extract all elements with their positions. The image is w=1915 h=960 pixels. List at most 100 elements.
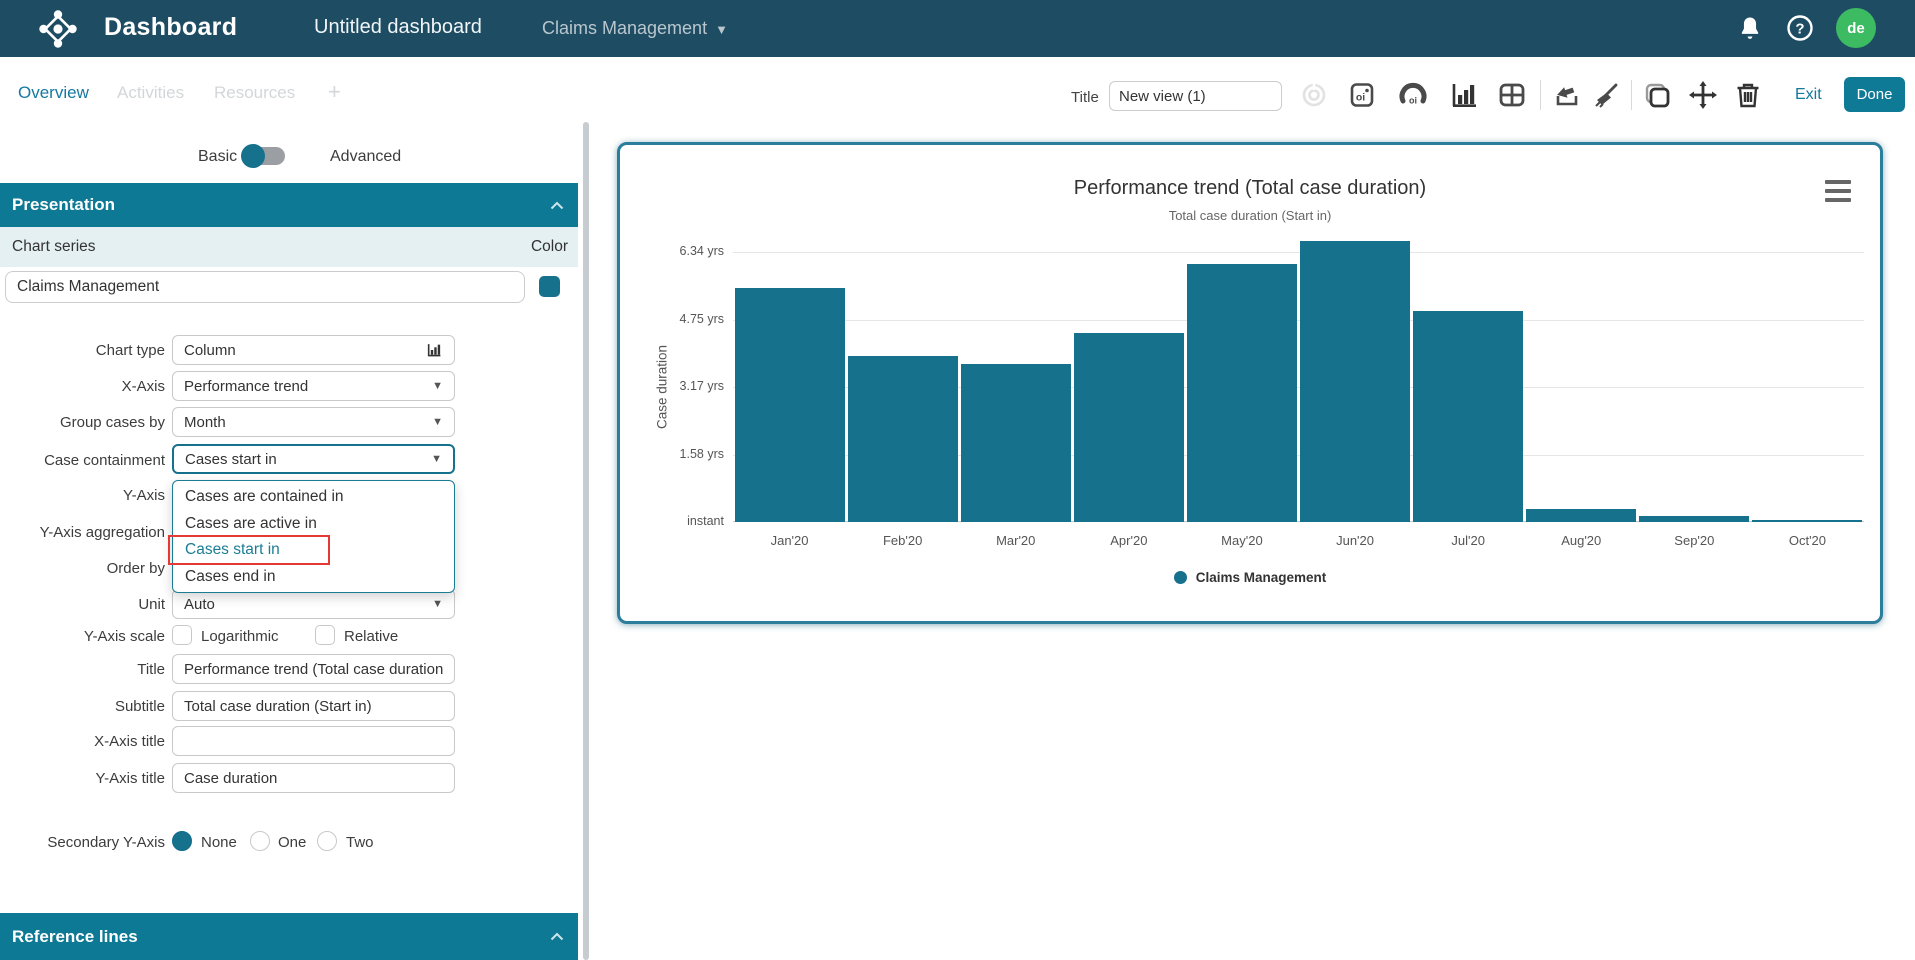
bell-icon[interactable] — [1736, 14, 1764, 42]
caret-down-icon: ▼ — [431, 453, 442, 465]
add-tab-button[interactable]: + — [328, 79, 341, 105]
dropdown-option-selected[interactable]: Cases start in — [173, 537, 454, 564]
dropdown-option[interactable]: Cases are contained in — [173, 484, 454, 511]
log-selector[interactable]: Claims Management▼ — [542, 18, 728, 39]
chart-type-select[interactable]: Column — [172, 335, 455, 365]
y-tick-label: 1.58 yrs — [624, 447, 724, 461]
bar-Mar'20[interactable] — [961, 364, 1071, 522]
secondary-y-axis-label: Secondary Y-Axis — [0, 834, 165, 851]
reference-lines-section-header[interactable]: Reference lines — [0, 913, 578, 960]
duplicate-icon[interactable] — [1640, 78, 1674, 112]
bar-Jan'20[interactable] — [735, 288, 845, 522]
y-axis-title-input[interactable] — [172, 763, 455, 793]
chart-type-label: Chart type — [0, 342, 165, 359]
bar-Oct'20[interactable] — [1752, 520, 1862, 522]
export-icon[interactable] — [1550, 78, 1584, 112]
bar-Jun'20[interactable] — [1300, 241, 1410, 522]
x-axis-select[interactable]: Performance trend▼ — [172, 371, 455, 401]
top-header: Dashboard Untitled dashboard Claims Mana… — [0, 0, 1915, 57]
done-button[interactable]: Done — [1844, 77, 1905, 112]
chart-view-panel[interactable]: Performance trend (Total case duration) … — [617, 142, 1883, 624]
legend-label[interactable]: Claims Management — [1196, 570, 1327, 585]
table-icon[interactable] — [1495, 78, 1529, 112]
dropdown-option[interactable]: Cases are active in — [173, 511, 454, 538]
bar-Aug'20[interactable] — [1526, 509, 1636, 522]
dashboard-name[interactable]: Untitled dashboard — [314, 16, 482, 39]
title-field-label: Title — [0, 661, 165, 678]
bar-Sep'20[interactable] — [1639, 516, 1749, 522]
tab-activities[interactable]: Activities — [117, 83, 184, 103]
secondary-none-radio[interactable] — [172, 831, 192, 851]
case-containment-select[interactable]: Cases start in▼ — [172, 444, 455, 474]
dropdown-option[interactable]: Cases end in — [173, 564, 454, 591]
advanced-label: Advanced — [330, 148, 401, 166]
x-tick-label: Oct'20 — [1751, 533, 1864, 548]
group-cases-by-select[interactable]: Month▼ — [172, 407, 455, 437]
view-title-input[interactable] — [1109, 81, 1282, 111]
bar-May'20[interactable] — [1187, 264, 1297, 522]
x-tick-label: Apr'20 — [1072, 533, 1185, 548]
y-axis-title-label: Y-Axis title — [0, 770, 165, 787]
column-chart-icon[interactable] — [1447, 78, 1481, 112]
chart-series-label: Chart series — [12, 238, 96, 256]
chart-series-row: Chart series Color — [0, 227, 578, 267]
column-chart-icon — [425, 342, 443, 358]
x-axis-title-label: X-Axis title — [0, 733, 165, 750]
logarithmic-checkbox[interactable] — [172, 625, 192, 645]
title-field-input[interactable] — [172, 654, 455, 684]
bar-Jul'20[interactable] — [1413, 311, 1523, 522]
caret-down-icon: ▼ — [432, 380, 443, 392]
chart-title: Performance trend (Total case duration) — [620, 177, 1880, 200]
gauge-icon[interactable]: oi — [1396, 78, 1430, 112]
gridline — [733, 320, 1864, 321]
kpi-icon[interactable]: oi — [1345, 78, 1379, 112]
chart-menu-icon[interactable] — [1825, 180, 1851, 202]
help-icon[interactable]: ? — [1786, 14, 1814, 42]
secondary-none-label: None — [201, 834, 237, 851]
svg-text:oi: oi — [1409, 96, 1417, 106]
move-icon[interactable] — [1686, 78, 1720, 112]
view-title-label: Title — [1071, 89, 1099, 106]
y-tick-label: instant — [624, 514, 724, 528]
relative-label: Relative — [344, 628, 398, 645]
subtitle-field-input[interactable] — [172, 691, 455, 721]
clean-icon[interactable] — [1590, 78, 1624, 112]
unit-select[interactable]: Auto▼ — [172, 589, 455, 619]
bar-Apr'20[interactable] — [1074, 333, 1184, 523]
y-tick-label: 4.75 yrs — [624, 312, 724, 326]
page-title: Dashboard — [104, 13, 237, 42]
series-color-swatch[interactable] — [539, 276, 560, 297]
y-axis-label: Y-Axis — [0, 487, 165, 504]
panel-scrollbar[interactable] — [583, 122, 589, 960]
gridline — [733, 252, 1864, 253]
logarithmic-label: Logarithmic — [201, 628, 279, 645]
delete-icon[interactable] — [1731, 78, 1765, 112]
basic-label: Basic — [198, 148, 237, 166]
x-tick-label: Jan'20 — [733, 533, 846, 548]
exit-button[interactable]: Exit — [1795, 86, 1822, 104]
caret-down-icon: ▼ — [432, 598, 443, 610]
bar-Feb'20[interactable] — [848, 356, 958, 522]
x-axis-title-input[interactable] — [172, 726, 455, 756]
relative-checkbox[interactable] — [315, 625, 335, 645]
tab-overview[interactable]: Overview — [18, 83, 89, 103]
tab-resources[interactable]: Resources — [214, 83, 295, 103]
y-axis-scale-label: Y-Axis scale — [0, 628, 165, 645]
secondary-one-label: One — [278, 834, 306, 851]
series-name-input[interactable] — [5, 271, 525, 303]
goal-icon — [1297, 78, 1331, 112]
y-tick-label: 3.17 yrs — [624, 379, 724, 393]
avatar[interactable]: de — [1836, 8, 1876, 48]
presentation-section-header[interactable]: Presentation — [0, 183, 578, 227]
color-column-label: Color — [531, 238, 568, 256]
secondary-two-label: Two — [346, 834, 374, 851]
x-tick-label: Sep'20 — [1638, 533, 1751, 548]
toolbar-divider — [1631, 80, 1632, 110]
secondary-one-radio[interactable] — [250, 831, 270, 851]
basic-advanced-toggle[interactable] — [243, 147, 285, 165]
x-tick-label: Aug'20 — [1525, 533, 1638, 548]
case-containment-dropdown: Cases are contained in Cases are active … — [172, 480, 455, 593]
toggle-knob — [241, 144, 265, 168]
x-tick-label: Mar'20 — [959, 533, 1072, 548]
secondary-two-radio[interactable] — [317, 831, 337, 851]
